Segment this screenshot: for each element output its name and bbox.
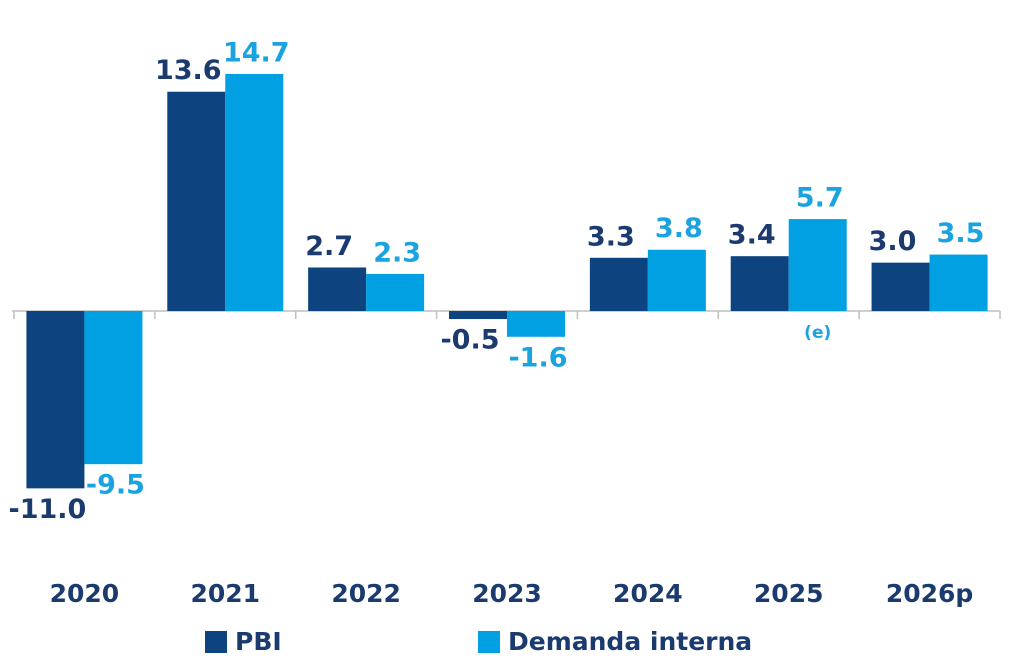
x-tick-label: 2023 [472,579,542,608]
x-tick-label: 2024 [613,579,683,608]
annotation: (e) [804,323,831,343]
bar [730,256,789,311]
data-label: 2.3 [373,237,421,268]
data-label: 3.8 [655,213,703,244]
x-tick-label: 2025 [754,579,824,608]
data-label: 2.7 [305,231,353,262]
data-label: 3.0 [869,226,917,257]
data-label: 3.4 [728,220,776,251]
x-tick-label: 2022 [331,579,401,608]
bar [589,257,648,311]
data-label: -9.5 [86,470,145,501]
data-label: -11.0 [9,494,87,525]
bar [167,91,226,311]
bar [26,311,85,489]
x-tick-label: 2021 [190,579,260,608]
x-tick-label: 2020 [50,579,120,608]
bar [871,262,930,311]
bar [449,311,507,320]
bar [647,249,706,311]
data-label: 3.5 [937,218,985,249]
bar [929,254,988,311]
legend-label: PBI [235,627,282,656]
x-tick-label: 2026p [886,579,973,608]
bar [308,267,367,311]
legend-swatch [478,631,500,653]
data-label: 3.3 [587,221,635,252]
legend-swatch [205,631,227,653]
data-label: -0.5 [440,325,499,356]
bar [366,273,425,311]
data-label: 14.7 [223,38,290,69]
bar [507,311,565,337]
data-label: 5.7 [796,183,844,214]
legend-label: Demanda interna [508,627,752,656]
bar [84,311,143,465]
data-label: -1.6 [508,342,567,373]
bar [788,219,847,311]
data-label: 13.6 [155,55,222,86]
bar [225,74,284,311]
